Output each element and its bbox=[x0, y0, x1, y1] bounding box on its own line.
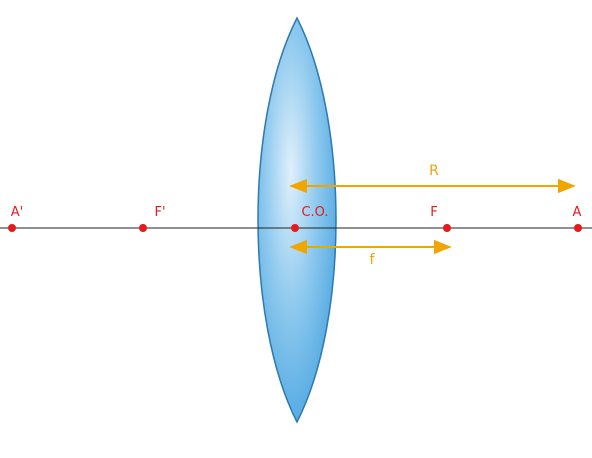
point-focus: F bbox=[430, 205, 451, 232]
point-optical-center-marker bbox=[291, 224, 299, 232]
point-focus-label: F bbox=[430, 205, 437, 220]
point-optical-center-label: C.O. bbox=[301, 205, 328, 220]
point-optical-center: C.O. bbox=[291, 205, 329, 232]
point-f-prime-marker bbox=[139, 224, 147, 232]
point-a-prime-label: A' bbox=[11, 205, 23, 220]
point-a-label: A bbox=[573, 205, 582, 220]
point-f-prime: F' bbox=[139, 205, 166, 232]
point-a: A bbox=[573, 205, 582, 232]
biconvex-lens bbox=[257, 16, 337, 424]
point-focus-marker bbox=[443, 224, 451, 232]
radius-label: R bbox=[429, 163, 439, 179]
point-f-prime-label: F' bbox=[154, 205, 165, 220]
point-a-prime: A' bbox=[8, 205, 23, 232]
focal-length-label: f bbox=[370, 252, 376, 268]
point-a-prime-marker bbox=[8, 224, 16, 232]
point-a-marker bbox=[574, 224, 582, 232]
